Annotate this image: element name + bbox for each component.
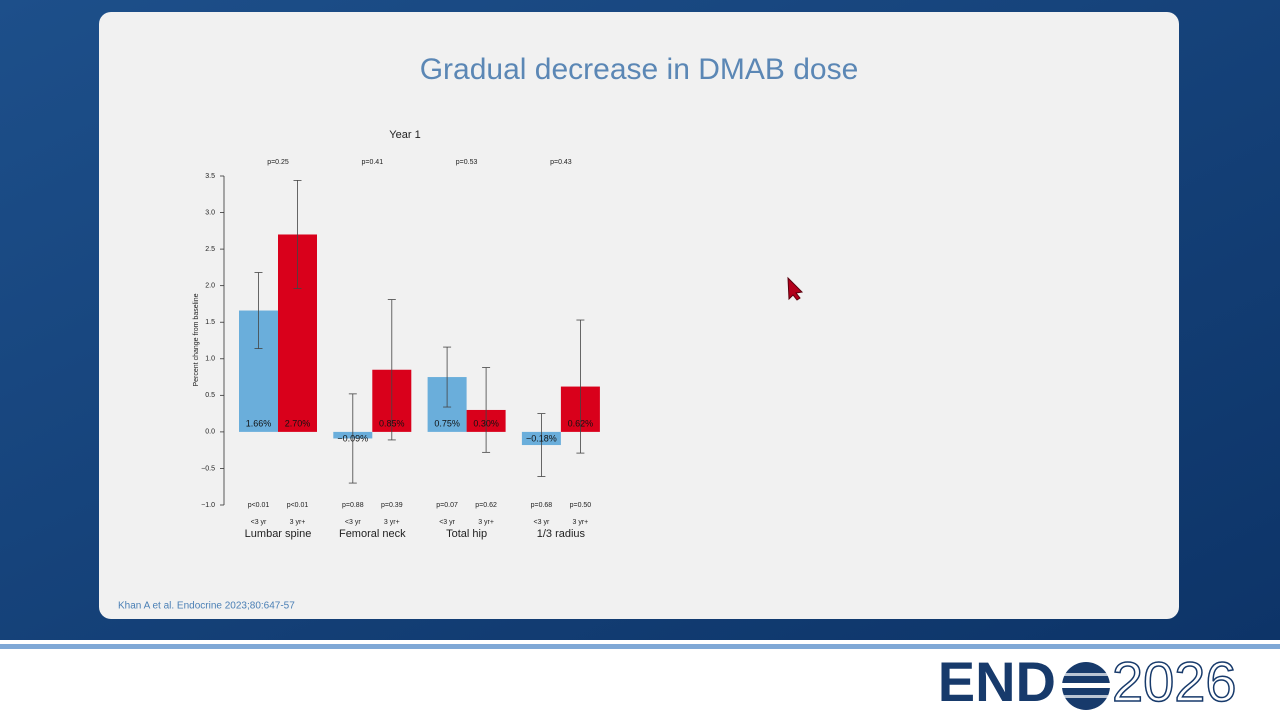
series-label: <3 yr (251, 519, 267, 526)
y-tick-label: 2.5 (205, 246, 215, 253)
category-label: Lumbar spine (245, 528, 312, 540)
value-label: −0.18% (526, 433, 557, 443)
series-label: <3 yr (345, 519, 361, 526)
bar-p-value: p<0.01 (287, 502, 309, 509)
series-label: 3 yr+ (384, 519, 400, 526)
bar-p-value: p=0.62 (475, 502, 497, 509)
category-label: Total hip (446, 528, 487, 540)
y-tick-label: 3.5 (205, 173, 215, 180)
y-tick-label: 1.5 (205, 319, 215, 326)
value-label: −0.09% (337, 433, 368, 443)
group-p-value: p=0.41 (361, 159, 383, 166)
value-label: 0.30% (473, 418, 499, 428)
y-tick-label: 1.0 (205, 356, 215, 363)
footer-line (0, 644, 1280, 649)
group-p-value: p=0.43 (550, 159, 572, 166)
logo-right: 2026 (1112, 650, 1237, 713)
y-axis-label: Percent change from baseline (193, 293, 200, 386)
y-tick-label: 3.0 (205, 209, 215, 216)
value-label: 0.85% (379, 418, 405, 428)
category-label: 1/3 radius (537, 528, 586, 540)
category-label: Femoral neck (339, 528, 406, 540)
value-label: 2.70% (285, 418, 311, 428)
bar-p-value: p=0.88 (342, 502, 364, 509)
mouse-cursor (787, 276, 804, 301)
series-label: 3 yr+ (573, 519, 589, 526)
bar-p-value: p=0.68 (531, 502, 553, 509)
group-p-value: p=0.53 (456, 159, 478, 166)
citation: Khan A et al. Endocrine 2023;80:647-57 (118, 601, 295, 612)
bar-p-value: p=0.39 (381, 502, 403, 509)
slide-card (99, 12, 1179, 619)
y-tick-label: −0.5 (201, 465, 215, 472)
bar-p-value: p<0.01 (248, 502, 270, 509)
series-label: <3 yr (534, 519, 550, 526)
group-p-value: p=0.25 (267, 159, 289, 166)
logo-globe (1062, 662, 1110, 710)
y-tick-label: 0.5 (205, 392, 215, 399)
bar-p-value: p=0.50 (570, 502, 592, 509)
y-tick-label: −1.0 (201, 502, 215, 509)
bar-p-value: p=0.07 (436, 502, 458, 509)
series-label: 3 yr+ (290, 519, 306, 526)
logo-left: END (938, 650, 1056, 713)
series-label: 3 yr+ (478, 519, 494, 526)
value-label: 0.75% (434, 418, 460, 428)
y-tick-label: 2.0 (205, 283, 215, 290)
series-label: <3 yr (439, 519, 455, 526)
value-label: 0.62% (568, 418, 594, 428)
value-label: 1.66% (246, 418, 272, 428)
y-tick-label: 0.0 (205, 429, 215, 436)
slide-title: Gradual decrease in DMAB dose (420, 53, 859, 86)
chart-title: Year 1 (389, 129, 420, 141)
